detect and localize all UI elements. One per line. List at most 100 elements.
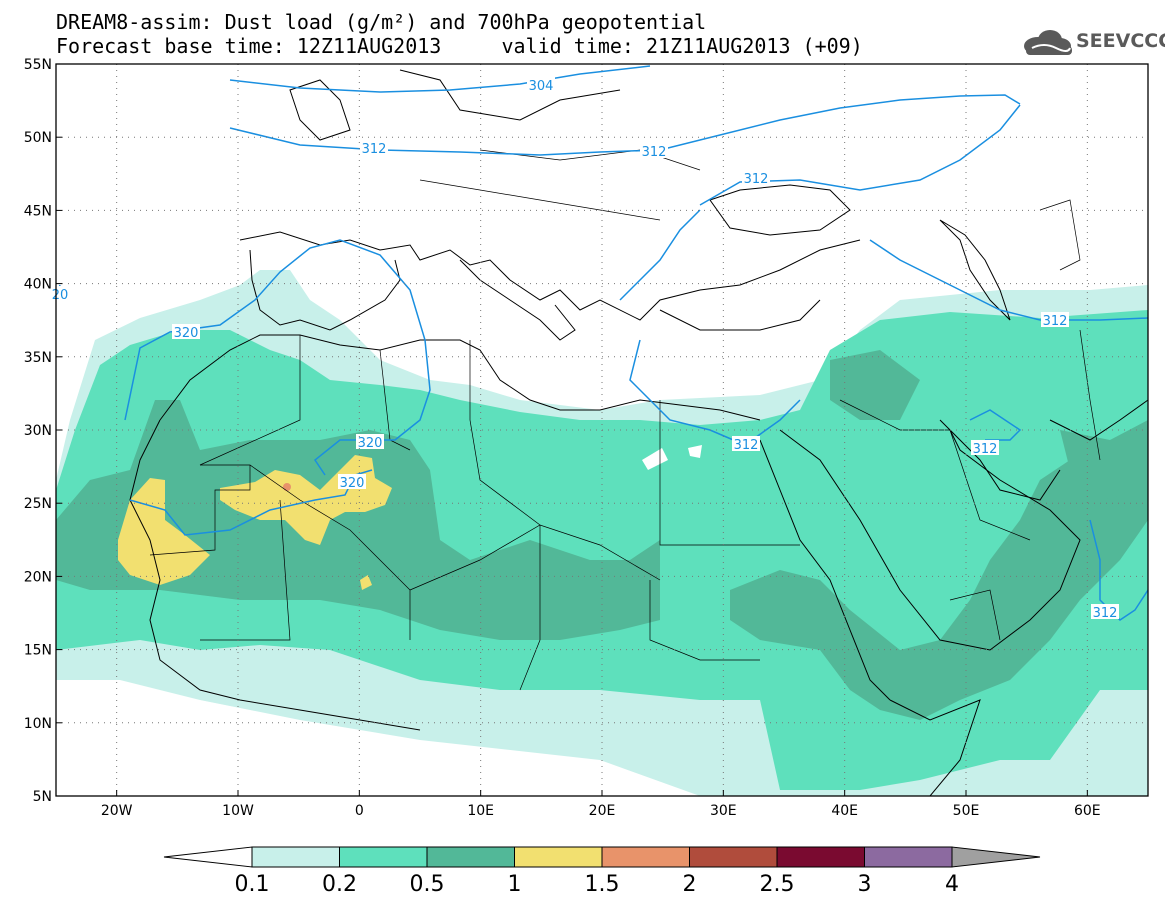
border-line [949,589,1001,641]
geopotential-line [619,209,701,301]
forecast-time-line: Forecast base time: 12Z11AUG2013 valid t… [56,34,863,58]
coastline-horn-africa [889,699,981,796]
contour-label: 312 [742,170,770,187]
dust-contour-1 [118,478,210,585]
border-line [1039,199,1081,271]
cloud-icon [1024,30,1072,55]
colorbar-segment [864,846,953,868]
x-tick-label: 40E [831,803,858,819]
contour-label-text: 312 [642,145,667,160]
colorbar-segment [339,846,428,868]
colorbar-label: 1.5 [585,872,620,897]
coastline-black-sea [709,184,851,236]
colorbar-label: 2 [683,872,697,897]
colorbar-segment [689,846,778,868]
contour-label-text: 312 [973,442,998,457]
contour-label: 312 [732,436,760,453]
colorbar-label: 0.2 [322,872,357,897]
coastline-europe [239,231,861,321]
border-line [519,525,541,691]
border-line [469,340,541,526]
coastline-arabia [779,429,1081,651]
coastline-persian-gulf [939,419,1061,501]
y-tick-label: 40N [24,277,52,293]
contour-label-bg [356,434,384,449]
y-tick-label: 55N [24,57,52,73]
coastline-iberia [249,249,401,331]
y-tick-label: 45N [24,203,52,219]
x-tick-label: 10W [222,803,254,819]
x-tick-label: 10E [467,803,494,819]
contour-label: 312 [1091,604,1119,621]
coastline-red-sea [759,439,891,701]
contour-label-text: 312 [734,438,759,453]
dust-free-area [642,448,668,470]
colorbar-segment [601,846,690,868]
colorbar-segment [426,846,515,868]
contour-label-text: 320 [174,326,199,341]
border-line [419,179,661,221]
x-tick-label: 20W [101,803,133,819]
border-line [1079,329,1101,461]
coastline-british-isles [289,79,351,141]
x-tick-label: 60E [1074,803,1101,819]
contour-label-bg [732,436,760,451]
contour-label-bg [640,143,668,158]
x-tick-label: 0 [355,803,364,819]
colorbar: 0.1 0.2 0.5 1 1.5 2 2.5 3 4 [163,846,1041,897]
map-grid [56,64,1148,796]
contour-label-bg [46,286,74,301]
contour-label: 320 [172,324,200,341]
contour-label-text: 312 [1043,314,1068,329]
border-line [200,464,411,640]
contour-label-bg [742,170,770,185]
contour-label-text: 312 [362,142,387,157]
dust-contour-1.5 [283,483,291,491]
geopotential-line [869,239,1148,321]
contour-label: 312 [640,143,668,160]
contour-label: 312 [1041,312,1069,329]
border-line [149,465,251,556]
y-tick-label: 50N [24,130,52,146]
colorbar-segment [776,846,865,868]
seevccc-logo: SEEVCCC [1018,26,1165,58]
colorbar-above-arrow [951,846,1041,868]
logo-text: SEEVCCC [1076,30,1165,52]
map-title: DREAM8-assim: Dust load (g/m²) and 700hP… [56,10,707,34]
contour-label-text: 304 [529,79,554,94]
contour-label-bg [1041,312,1069,327]
geopotential-line [969,409,1022,441]
geopotential-line [699,104,1021,206]
coastline-caspian [939,219,1011,321]
border-line [200,499,291,641]
y-tick-label: 25N [24,496,52,512]
coastline-scandinavia [399,69,621,121]
contour-label: 304 [527,77,555,94]
contour-label-bg [338,474,366,489]
contour-labels: 304 312 312 312 320 320 320 312 312 312 312 20 [46,77,1119,621]
x-tick-label: 30E [710,803,737,819]
contour-label: 320 [338,474,366,491]
geopotential-line [229,65,651,93]
dust-contour-1 [360,575,372,590]
colorbar-below-arrow [163,846,253,868]
y-tick-label: 15N [24,643,52,659]
colorbar-segment [514,846,603,868]
contour-label-bg [971,440,999,455]
geopotential-line [629,339,801,446]
colorbar-label: 0.5 [410,872,445,897]
geopotential-line [229,94,1021,156]
x-tick-label: 20E [589,803,616,819]
y-tick-label: 35N [24,350,52,366]
contour-label: 312 [360,140,388,157]
contour-label-text: 312 [1093,606,1118,621]
contour-label-text: 320 [340,476,365,491]
coastline-anatolia [659,299,821,331]
y-tick-label: 30N [24,423,52,439]
contour-label-bg [1091,604,1119,619]
dust-contour-0.5 [830,350,920,420]
coastline-west-africa [129,419,421,731]
country-borders [149,149,1101,691]
contour-label: 320 [356,434,384,451]
colorbar-label: 1 [508,872,522,897]
